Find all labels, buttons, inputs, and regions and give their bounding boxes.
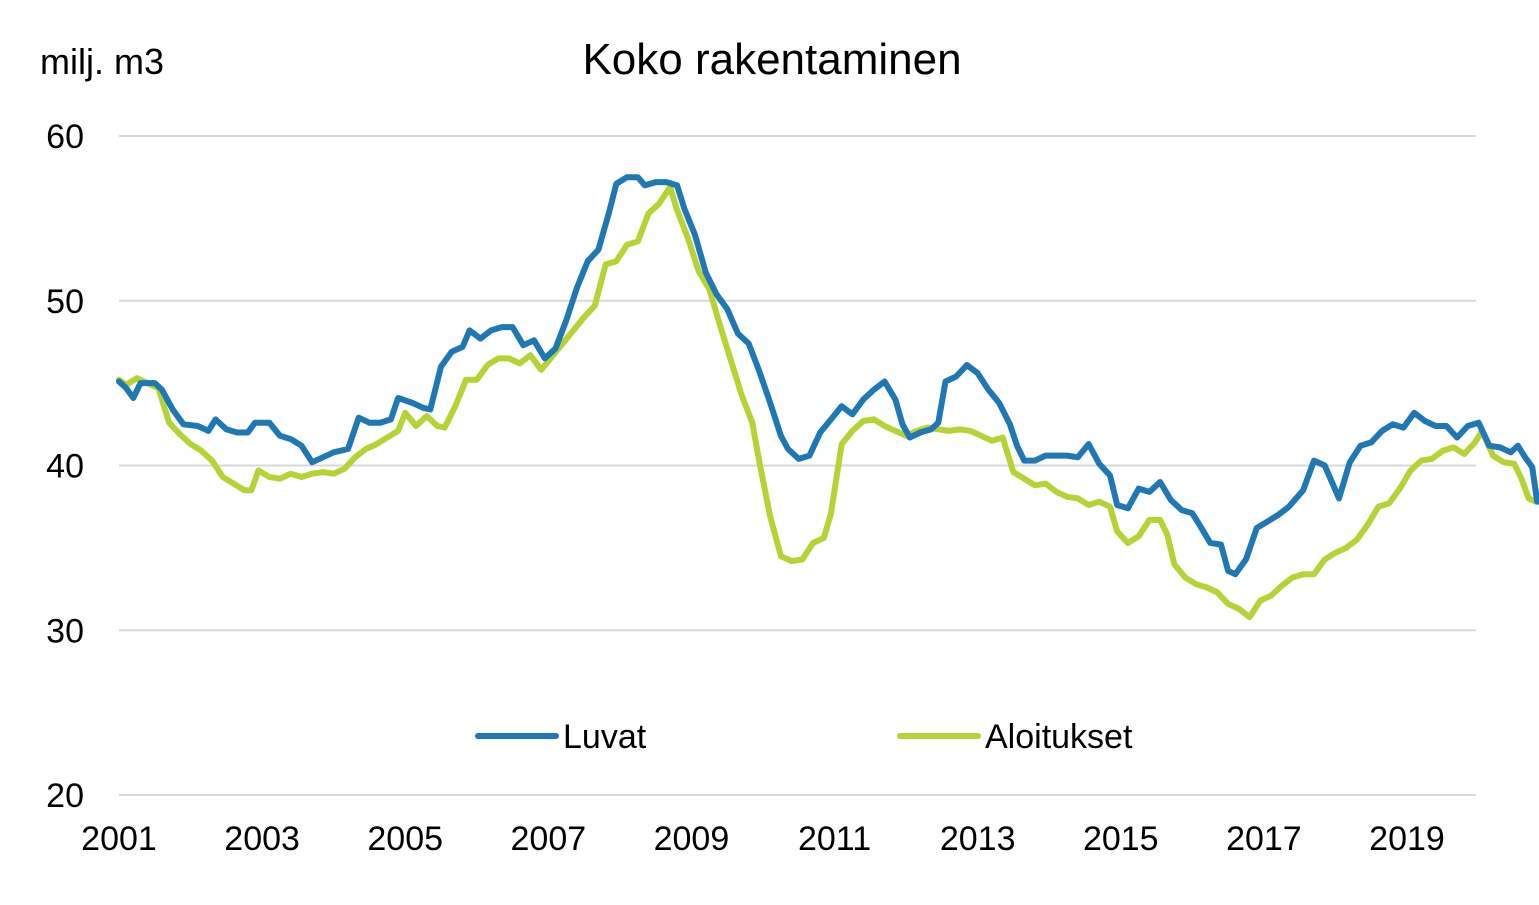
x-axis-ticks: 2001 2003 2005 2007 2009 2011 2013 2015 2017 2019 xyxy=(81,820,1445,858)
x-tick-label-2009: 2009 xyxy=(654,820,730,858)
legend-label-aloitukset: Aloitukset xyxy=(985,718,1133,756)
x-tick-label-2015: 2015 xyxy=(1083,820,1159,858)
y-axis-unit-label: milj. m3 xyxy=(40,41,164,82)
gridlines xyxy=(119,135,1476,796)
x-tick-label-2003: 2003 xyxy=(224,820,300,858)
chart-title: Koko rakentaminen xyxy=(582,35,961,84)
x-tick-label-2017: 2017 xyxy=(1226,820,1302,858)
x-tick-label-2001: 2001 xyxy=(81,820,157,858)
y-tick-label-30: 30 xyxy=(46,612,84,650)
y-axis-ticks: 20 30 40 50 60 xyxy=(46,118,84,815)
x-tick-label-2013: 2013 xyxy=(940,820,1016,858)
series-line-aloitukset xyxy=(116,184,1539,621)
y-tick-label-50: 50 xyxy=(46,283,84,321)
series-line-luvat xyxy=(116,174,1539,578)
legend: Luvat Aloitukset xyxy=(475,718,1133,756)
x-tick-label-2007: 2007 xyxy=(511,820,587,858)
y-tick-label-40: 40 xyxy=(46,448,84,486)
y-tick-label-20: 20 xyxy=(46,777,84,815)
y-tick-label-60: 60 xyxy=(46,118,84,156)
x-tick-label-2019: 2019 xyxy=(1369,820,1445,858)
x-tick-label-2005: 2005 xyxy=(367,820,443,858)
legend-label-luvat: Luvat xyxy=(563,718,647,756)
x-tick-label-2011: 2011 xyxy=(798,820,871,858)
series-lines xyxy=(116,174,1539,621)
